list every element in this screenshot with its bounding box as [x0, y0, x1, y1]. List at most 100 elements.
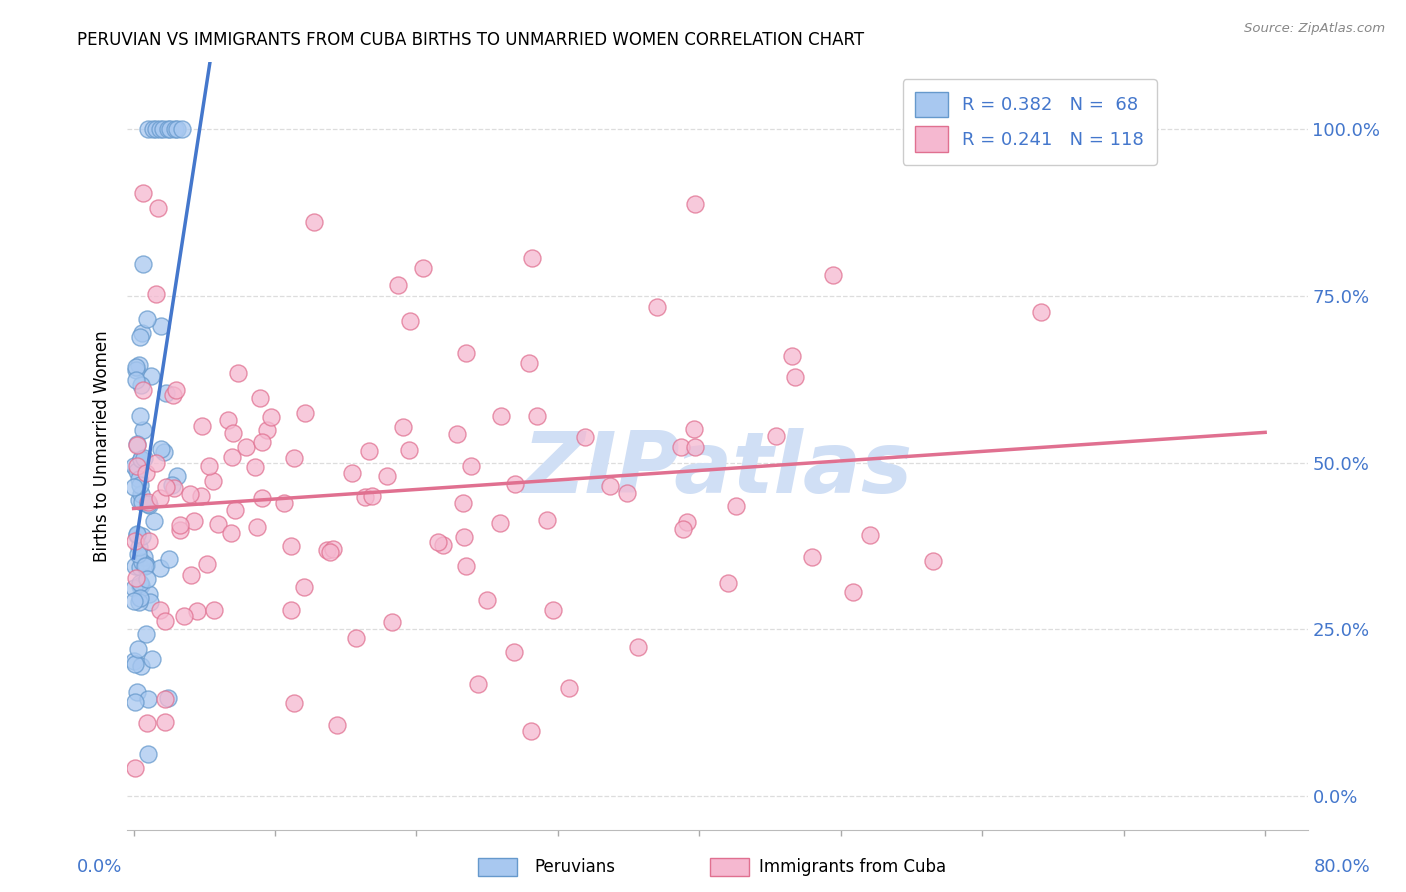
Point: [131, 658, 153, 673]
Point: [128, 493, 150, 508]
Point: [169, 523, 191, 537]
Point: [235, 440, 257, 454]
Point: [246, 520, 269, 534]
Point: [127, 528, 149, 542]
Point: [127, 641, 149, 656]
Point: [256, 423, 278, 437]
Point: [360, 489, 382, 503]
Point: [149, 560, 172, 574]
Point: [326, 717, 349, 731]
Point: [129, 575, 152, 590]
Point: [136, 572, 159, 586]
Point: [136, 498, 159, 512]
Point: [136, 691, 159, 706]
Point: [159, 122, 181, 136]
Point: [124, 582, 146, 596]
Point: [574, 429, 596, 443]
Point: [155, 692, 177, 706]
Point: [446, 427, 468, 442]
Point: [412, 260, 434, 275]
Point: [163, 481, 186, 495]
Point: [1031, 305, 1053, 319]
Point: [375, 468, 398, 483]
Point: [124, 657, 146, 671]
Point: [221, 450, 243, 464]
Point: [202, 474, 225, 488]
Point: [283, 697, 305, 711]
Point: [129, 452, 152, 467]
Point: [125, 363, 148, 377]
Point: [136, 747, 159, 761]
Point: [626, 640, 648, 654]
Point: [149, 491, 172, 505]
Point: [124, 558, 146, 573]
Point: [135, 558, 157, 572]
Point: [503, 476, 526, 491]
Point: [128, 472, 150, 486]
Point: [801, 549, 824, 564]
Point: [131, 578, 153, 592]
Point: [283, 450, 305, 465]
Point: [354, 490, 377, 504]
Point: [132, 257, 155, 271]
Point: [124, 594, 146, 608]
Point: [294, 407, 316, 421]
Point: [765, 429, 787, 443]
Point: [676, 515, 699, 529]
Point: [522, 251, 544, 265]
Legend: R = 0.382   N =  68, R = 0.241   N = 118: R = 0.382 N = 68, R = 0.241 N = 118: [903, 79, 1157, 164]
Point: [128, 329, 150, 343]
Point: [166, 122, 188, 136]
Point: [489, 409, 512, 423]
Point: [399, 314, 422, 328]
Point: [125, 373, 148, 387]
Point: [153, 715, 176, 730]
Point: [131, 528, 153, 542]
Point: [207, 516, 229, 531]
Point: [503, 645, 526, 659]
Point: [148, 201, 170, 215]
Point: [125, 527, 148, 541]
Point: [136, 716, 159, 731]
Point: [153, 445, 176, 459]
Point: [135, 311, 157, 326]
Point: [155, 480, 177, 494]
Point: [156, 122, 179, 136]
Point: [139, 369, 162, 384]
Point: [180, 568, 202, 582]
Point: [145, 456, 167, 470]
Point: [316, 542, 339, 557]
Point: [489, 516, 512, 530]
Point: [125, 571, 148, 585]
Point: [160, 477, 183, 491]
Point: [157, 552, 180, 566]
Point: [859, 528, 882, 542]
Point: [190, 490, 212, 504]
Point: [128, 540, 150, 554]
Point: [219, 525, 242, 540]
Point: [129, 487, 152, 501]
Point: [249, 391, 271, 405]
Point: [132, 450, 155, 465]
Point: [616, 485, 638, 500]
Point: [186, 604, 208, 618]
Point: [454, 559, 477, 574]
Point: [131, 423, 153, 437]
Point: [922, 554, 945, 568]
Point: [125, 459, 148, 474]
Point: [169, 517, 191, 532]
Point: [669, 440, 692, 454]
Text: Peruvians: Peruvians: [534, 858, 616, 876]
Point: [645, 300, 668, 314]
Point: [129, 580, 152, 594]
Point: [558, 681, 581, 695]
Point: [138, 498, 160, 512]
Point: [124, 760, 146, 774]
Point: [195, 557, 218, 571]
Point: [243, 460, 266, 475]
Point: [250, 434, 273, 449]
Point: [381, 615, 404, 629]
Point: [129, 591, 152, 605]
Point: [131, 495, 153, 509]
Point: [322, 542, 344, 557]
